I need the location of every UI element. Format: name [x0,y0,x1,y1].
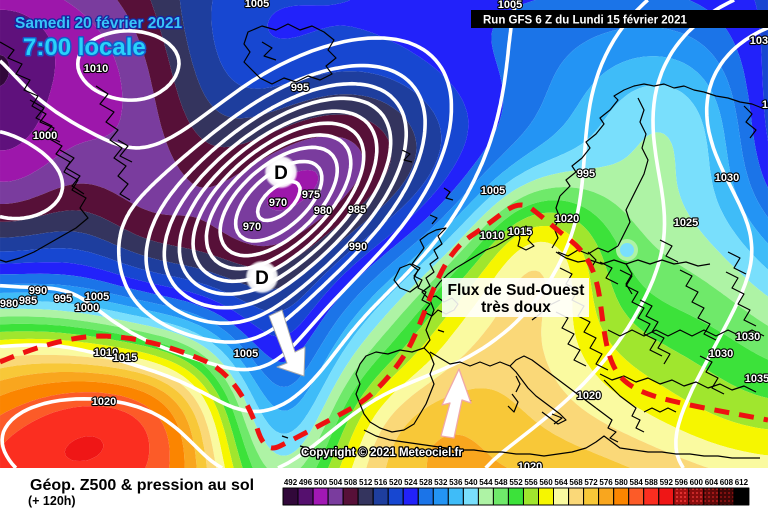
svg-text:1010: 1010 [480,230,504,242]
svg-text:1030: 1030 [736,331,760,343]
svg-text:très doux: très doux [481,299,551,316]
svg-text:584: 584 [630,478,644,487]
svg-text:568: 568 [569,478,583,487]
svg-text:1005: 1005 [245,0,269,10]
svg-text:1035: 1035 [745,373,768,385]
svg-text:D: D [255,268,269,289]
svg-text:Géop. Z500 & pression au sol: Géop. Z500 & pression au sol [30,477,254,494]
svg-text:608: 608 [720,478,734,487]
svg-text:1000: 1000 [33,130,57,142]
svg-text:508: 508 [344,478,358,487]
svg-text:532: 532 [434,478,448,487]
svg-text:975: 975 [302,189,320,201]
svg-text:980: 980 [0,298,18,310]
svg-text:1000: 1000 [75,302,99,314]
svg-text:Run GFS 6 Z du Lundi 15 févrie: Run GFS 6 Z du Lundi 15 février 2021 [483,15,687,27]
svg-text:985: 985 [19,295,37,307]
svg-text:580: 580 [615,478,629,487]
svg-text:995: 995 [577,168,595,180]
svg-text:1010: 1010 [84,63,108,75]
svg-text:560: 560 [539,478,553,487]
svg-text:1025: 1025 [674,217,698,229]
svg-text:Flux de Sud-Ouest: Flux de Sud-Ouest [448,282,585,299]
svg-text:524: 524 [404,478,418,487]
svg-text:548: 548 [494,478,508,487]
svg-text:1015: 1015 [113,352,137,364]
svg-text:592: 592 [660,478,674,487]
svg-text:536: 536 [449,478,463,487]
svg-text:552: 552 [509,478,523,487]
svg-text:1030: 1030 [709,348,733,360]
svg-text:604: 604 [705,478,719,487]
svg-text:D: D [274,163,288,184]
svg-text:496: 496 [299,478,313,487]
svg-text:Samedi 20 février 2021: Samedi 20 février 2021 [15,15,183,32]
svg-text:544: 544 [479,478,493,487]
svg-text:1020: 1020 [555,213,579,225]
svg-text:596: 596 [675,478,689,487]
svg-text:1005: 1005 [85,291,109,303]
svg-text:10: 10 [762,99,768,111]
svg-text:1030: 1030 [750,35,768,47]
svg-text:985: 985 [348,204,366,216]
svg-text:516: 516 [374,478,388,487]
svg-text:Copyright © 2021 Meteociel.fr: Copyright © 2021 Meteociel.fr [301,447,463,459]
svg-text:970: 970 [269,197,287,209]
svg-text:492: 492 [284,478,298,487]
svg-text:980: 980 [314,205,332,217]
svg-text:1010: 1010 [94,347,118,359]
svg-text:600: 600 [690,478,704,487]
svg-text:1005: 1005 [481,185,505,197]
svg-text:1015: 1015 [508,226,532,238]
svg-text:1020: 1020 [577,390,601,402]
svg-text:1005: 1005 [234,348,258,360]
svg-text:520: 520 [389,478,403,487]
svg-text:564: 564 [554,478,568,487]
svg-text:612: 612 [735,478,749,487]
svg-text:990: 990 [349,241,367,253]
svg-text:556: 556 [524,478,538,487]
svg-text:995: 995 [54,293,72,305]
svg-text:1030: 1030 [715,172,739,184]
svg-text:588: 588 [645,478,659,487]
svg-text:540: 540 [464,478,478,487]
svg-text:1005: 1005 [498,0,522,11]
svg-text:970: 970 [243,221,261,233]
svg-text:512: 512 [359,478,373,487]
svg-text:576: 576 [599,478,613,487]
svg-text:990: 990 [29,285,47,297]
svg-text:500: 500 [314,478,328,487]
svg-text:1020: 1020 [92,396,116,408]
svg-text:572: 572 [584,478,598,487]
svg-text:504: 504 [329,478,343,487]
svg-text:528: 528 [419,478,433,487]
svg-text:(+ 120h): (+ 120h) [28,494,76,508]
svg-text:7:00 locale: 7:00 locale [23,34,146,61]
svg-text:995: 995 [291,82,309,94]
